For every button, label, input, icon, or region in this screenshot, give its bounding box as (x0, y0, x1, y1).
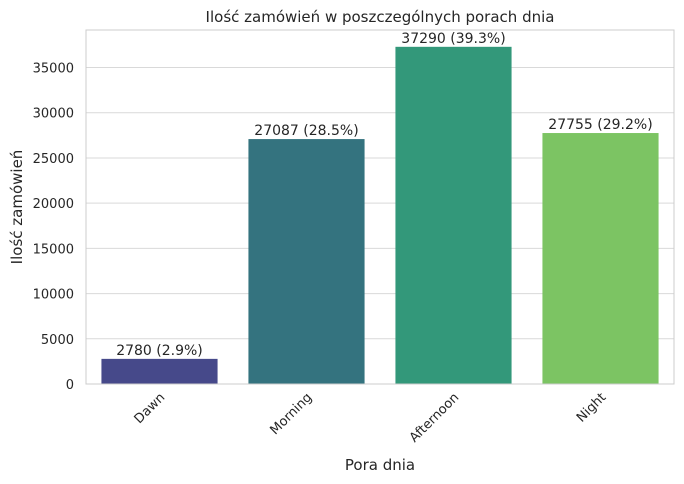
bar-morning (248, 139, 365, 384)
y-axis-ticks: 0 5000 10000 15000 20000 25000 30000 35000 (33, 62, 74, 393)
x-tick-label: Dawn (132, 390, 169, 427)
y-tick-label: 5000 (41, 333, 74, 348)
gridlines (86, 67, 674, 385)
bar-value-label: 2780 (2.9%) (116, 343, 203, 359)
y-tick-label: 30000 (33, 107, 74, 122)
plot-frame (85, 29, 675, 385)
y-tick-label: 15000 (33, 242, 74, 257)
bar-dawn (101, 358, 218, 384)
x-axis-ticks: Dawn Morning Afternoon Night (132, 390, 610, 445)
chart-title: Ilość zamówień w poszczególnych porach d… (206, 8, 555, 26)
y-tick-label: 35000 (33, 62, 74, 77)
x-tick-label: Morning (267, 390, 315, 438)
y-tick-label: 0 (66, 378, 74, 393)
y-axis-label: Ilość zamówień (8, 150, 26, 265)
bars (101, 46, 659, 384)
y-tick-label: 25000 (33, 152, 74, 167)
bar-afternoon (395, 46, 512, 384)
x-axis-label: Pora dnia (345, 456, 415, 474)
bar-value-label: 27087 (28.5%) (254, 123, 358, 139)
x-tick-label: Afternoon (407, 390, 462, 445)
bar-night (542, 133, 659, 384)
y-tick-label: 20000 (33, 197, 74, 212)
bar-value-label: 27755 (29.2%) (548, 117, 652, 133)
bar-value-label: 37290 (39.3%) (401, 31, 505, 47)
bar-labels: 2780 (2.9%) 27087 (28.5%) 37290 (39.3%) 277… (116, 31, 652, 359)
y-tick-label: 10000 (33, 288, 74, 303)
x-tick-label: Night (574, 390, 609, 425)
